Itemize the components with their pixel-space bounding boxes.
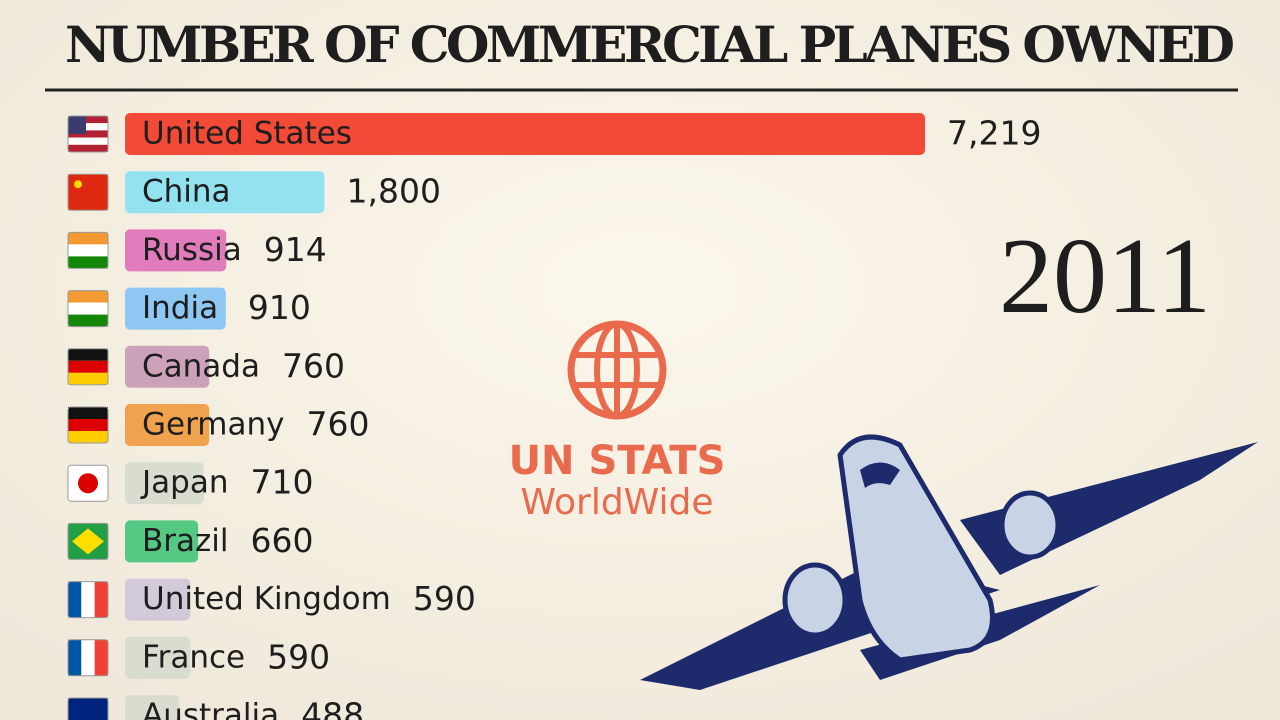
bar: [125, 520, 199, 563]
flag-stripe: [68, 302, 108, 315]
flag-stripe: [68, 174, 108, 211]
flag-border: [67, 173, 109, 211]
value-label: 660: [251, 521, 314, 560]
flag-border: [67, 115, 109, 153]
bar: [125, 578, 191, 621]
flag-border: [67, 581, 109, 619]
bar-label: China: [142, 174, 231, 210]
airplane: [640, 434, 1258, 690]
flag-diamond: [72, 528, 104, 555]
plane-cockpit: [860, 462, 900, 488]
flag-stripe: [68, 123, 108, 131]
flag-stripe: [68, 314, 108, 327]
flag: [67, 406, 109, 444]
bar: [125, 636, 191, 679]
flag-stripe: [94, 639, 108, 676]
value-label: 590: [413, 579, 476, 618]
flag-stripe: [68, 360, 108, 373]
flag-disc: [78, 473, 98, 494]
value-label: 760: [282, 346, 345, 385]
flag: [67, 464, 109, 502]
logo-subtitle: WorldWide: [521, 482, 714, 523]
bar: [125, 404, 210, 446]
bar: [125, 229, 227, 272]
flag-stripe: [68, 581, 82, 618]
bar-label: Canada: [142, 348, 260, 384]
flag: [67, 697, 109, 720]
flag-star: [74, 180, 82, 189]
flag-border: [67, 348, 109, 386]
flag-stripe: [68, 431, 108, 443]
bar: [125, 171, 325, 214]
flag-stripe: [68, 419, 108, 431]
flag-stripe: [68, 137, 108, 145]
flag-border: [67, 406, 109, 444]
flag-stripe: [68, 407, 108, 419]
value-label: 910: [248, 288, 311, 327]
flag-border: [67, 290, 109, 328]
flag-border: [67, 639, 109, 677]
flag-stripe: [81, 639, 95, 676]
bar: [125, 462, 204, 505]
flag-border: [67, 464, 109, 502]
flag-border: [67, 231, 109, 269]
flag-stripe: [68, 130, 108, 138]
flag: [67, 290, 109, 328]
flag: [67, 231, 109, 269]
value-label: 7,219: [947, 114, 1041, 153]
flag-canton: [68, 116, 86, 134]
bar: [125, 695, 180, 720]
flag: [67, 115, 109, 153]
flag-border: [67, 522, 109, 560]
logo: UN STATS WorldWide: [509, 320, 726, 523]
plane-fuselage: [837, 434, 995, 663]
flag-stripe: [68, 256, 108, 269]
flag-stripe: [68, 116, 108, 124]
bar: [125, 345, 210, 388]
flag-stripe: [68, 244, 108, 257]
flag: [67, 173, 109, 211]
flag-stripe: [68, 290, 108, 303]
bar-label: United Kingdom: [142, 581, 391, 617]
chart-title: NUMBER OF COMMERCIAL PLANES OWNED: [65, 15, 1235, 74]
flag-stripe: [68, 372, 108, 385]
year-label: 2011: [999, 217, 1211, 336]
bar-label: Brazil: [142, 523, 229, 559]
flag-stripe: [68, 144, 108, 152]
flag: [67, 348, 109, 386]
logo-title: UN STATS: [509, 438, 726, 484]
value-label: 760: [306, 405, 369, 444]
bar: [125, 113, 925, 155]
flag-stripe: [68, 232, 108, 245]
plane-engine: [999, 490, 1061, 560]
flag-stripe: [68, 348, 108, 361]
flag-stripe: [81, 581, 95, 618]
bar-label: Australia: [142, 698, 279, 720]
value-label: 914: [264, 230, 327, 269]
flag: [67, 522, 109, 560]
flag-stripe: [68, 698, 108, 720]
bar: [125, 287, 226, 330]
bar-label: Germany: [142, 407, 284, 443]
bar-label: India: [142, 290, 218, 326]
value-label: 710: [250, 463, 313, 502]
value-label: 590: [267, 637, 330, 676]
flag-stripe: [68, 639, 82, 676]
bar-label: Japan: [140, 465, 228, 501]
bar-label: Russia: [142, 232, 242, 268]
bar-label: United States: [142, 116, 352, 152]
bars: United States 7,219 China 1,800 Russia 914 Ind…: [67, 113, 1041, 720]
flag: [67, 581, 109, 619]
value-label: 488: [301, 696, 364, 720]
flag: [67, 639, 109, 677]
value-label: 1,800: [346, 172, 440, 211]
flag-border: [67, 697, 109, 720]
bar-label: France: [142, 639, 245, 675]
flag-stripe: [94, 581, 108, 618]
plane-engine: [782, 562, 848, 638]
